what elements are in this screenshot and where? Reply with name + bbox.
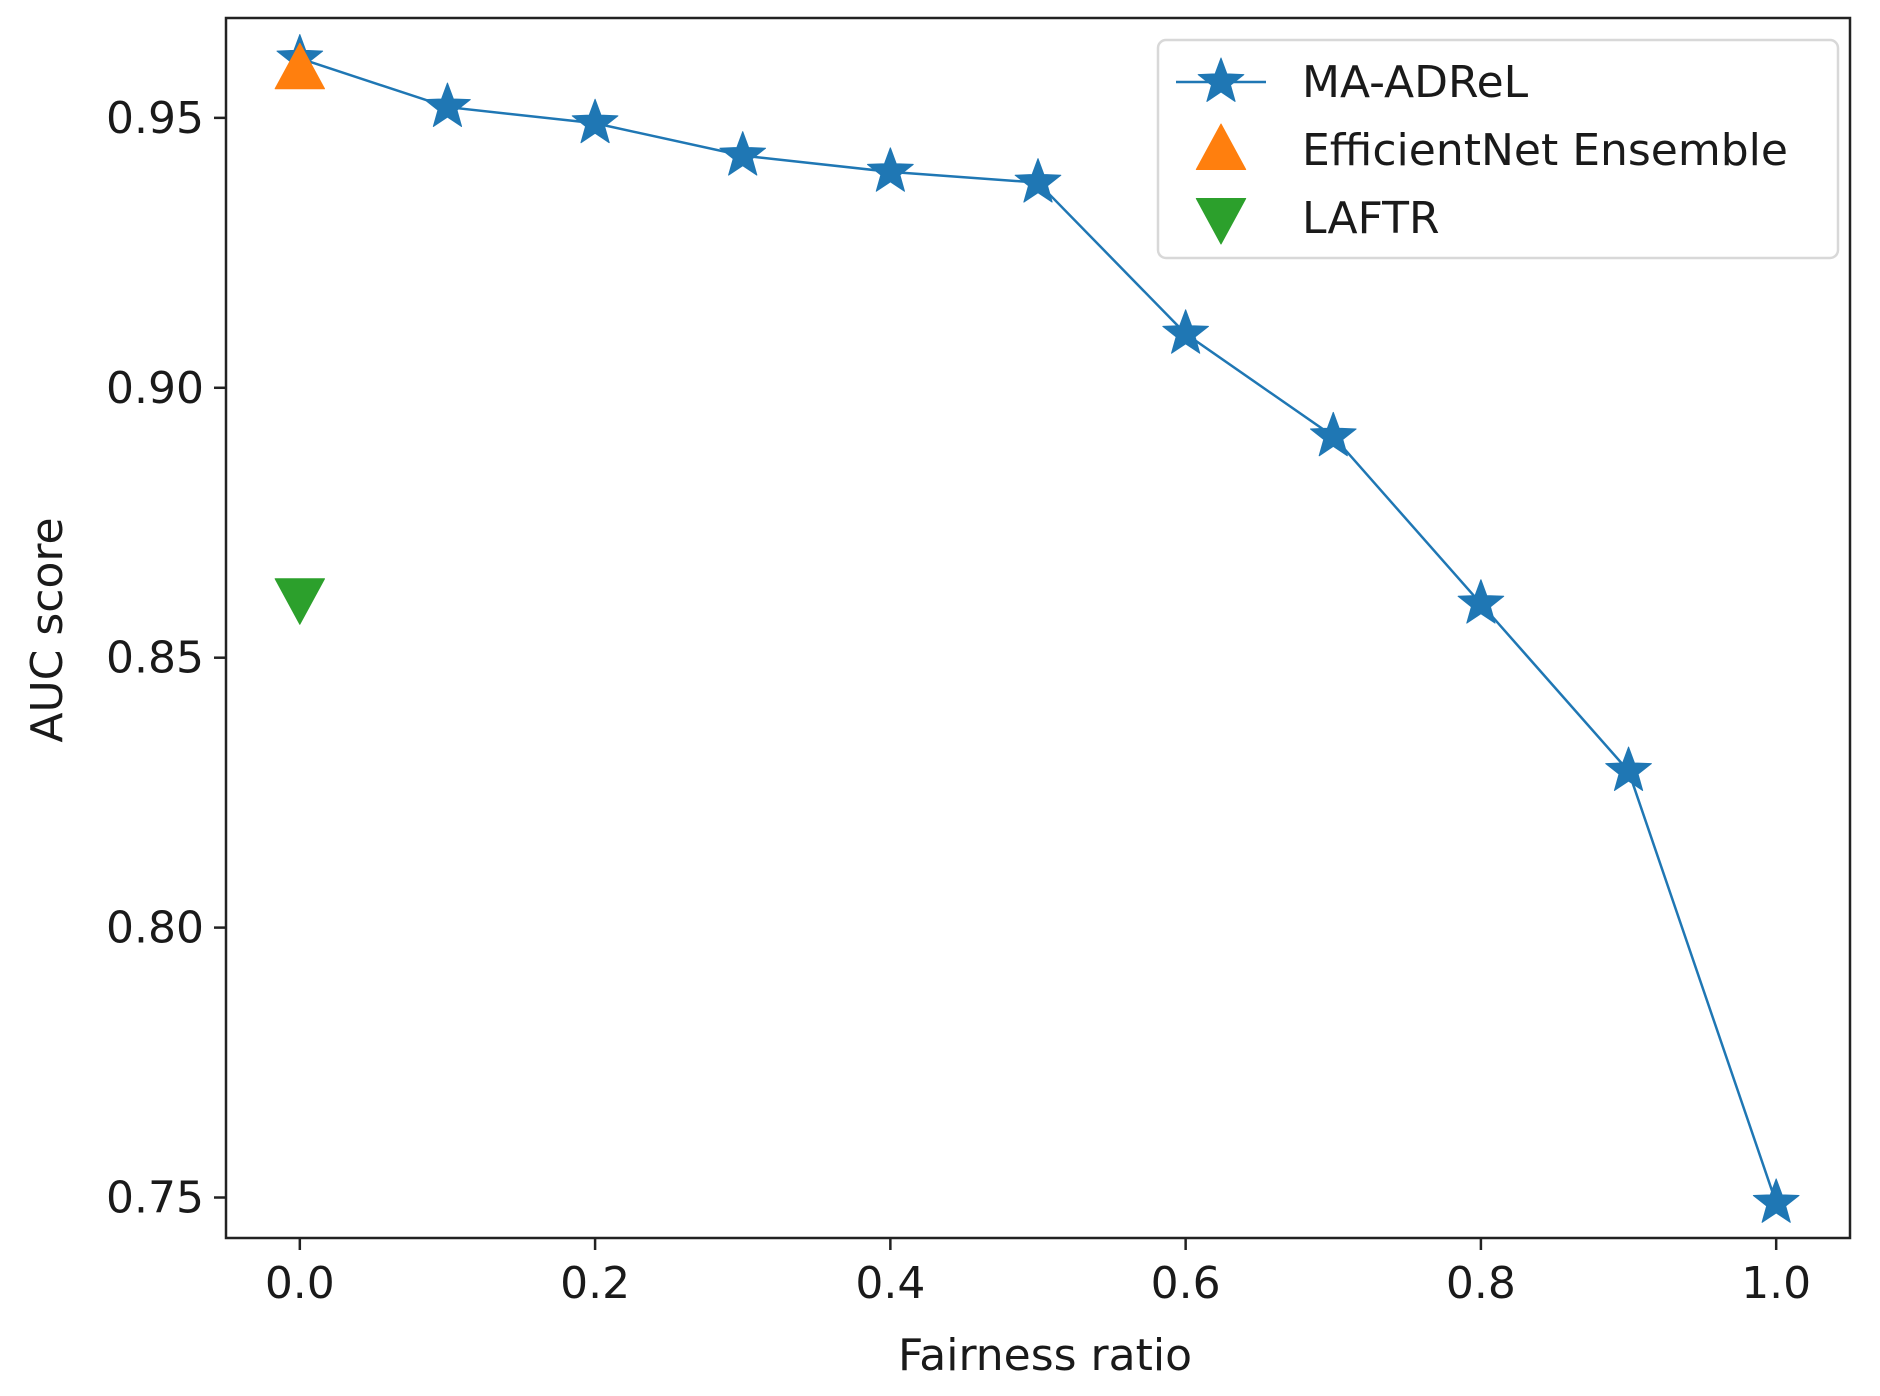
legend-box xyxy=(1156,38,1840,260)
legend-entry-ma-adrel: MA-ADReL xyxy=(1176,57,1529,108)
legend: MA-ADReL EfficientNet Ensemble LAFTR xyxy=(1156,38,1840,260)
legend-marker-laftr xyxy=(1195,198,1247,245)
data-point-ma-adrel xyxy=(1605,746,1652,791)
data-point-ma-adrel xyxy=(1014,158,1062,203)
data-point-ma-adrel xyxy=(867,147,914,192)
y-axis-ticks: 0.75 0.80 0.85 0.90 0.95 xyxy=(106,93,226,1224)
y-tick-label: 0.75 xyxy=(106,1173,204,1224)
data-point-efficientnet-ensemble xyxy=(274,42,326,90)
plot-area-border xyxy=(224,16,1852,1240)
legend-entry-efficientnet-ensemble: EfficientNet Ensemble xyxy=(1195,123,1788,176)
x-axis-label: Fairness ratio xyxy=(898,1330,1192,1381)
legend-label: LAFTR xyxy=(1302,193,1440,244)
y-axis-label: AUC score xyxy=(22,517,73,742)
x-tick-label: 0.2 xyxy=(560,1258,630,1309)
series-layer xyxy=(274,33,1800,1223)
data-point-ma-adrel xyxy=(719,131,767,176)
x-tick-label: 0.4 xyxy=(855,1258,925,1309)
legend-label: MA-ADReL xyxy=(1302,57,1529,108)
legend-marker-ma-adrel xyxy=(1197,57,1245,102)
x-axis-ticks: 0.0 0.2 0.4 0.6 0.8 1.0 xyxy=(265,1238,1811,1309)
x-tick-label: 0.0 xyxy=(265,1258,335,1309)
data-point-ma-adrel xyxy=(1309,411,1357,457)
legend-marker-efficientnet-ensemble xyxy=(1195,123,1247,170)
x-tick-label: 1.0 xyxy=(1741,1258,1811,1309)
y-tick-label: 0.95 xyxy=(106,93,204,144)
x-tick-label: 0.6 xyxy=(1151,1258,1221,1309)
data-point-ma-adrel xyxy=(1162,309,1209,354)
data-point-ma-adrel xyxy=(571,98,619,144)
x-tick-label: 0.8 xyxy=(1446,1258,1516,1309)
series-laftr xyxy=(274,578,326,625)
data-point-ma-adrel xyxy=(1752,1178,1800,1223)
data-point-ma-adrel xyxy=(1457,579,1505,624)
y-tick-label: 0.85 xyxy=(106,633,204,684)
series-efficientnet-ensemble xyxy=(274,42,326,90)
data-point-ma-adrel xyxy=(424,82,471,127)
data-point-laftr xyxy=(274,578,326,625)
legend-label: EfficientNet Ensemble xyxy=(1302,125,1788,176)
y-tick-label: 0.80 xyxy=(106,903,204,954)
series-ma-adrel xyxy=(276,33,1800,1223)
plot-frame xyxy=(224,16,1852,1240)
legend-entry-laftr: LAFTR xyxy=(1195,193,1440,245)
y-tick-label: 0.90 xyxy=(106,363,204,414)
